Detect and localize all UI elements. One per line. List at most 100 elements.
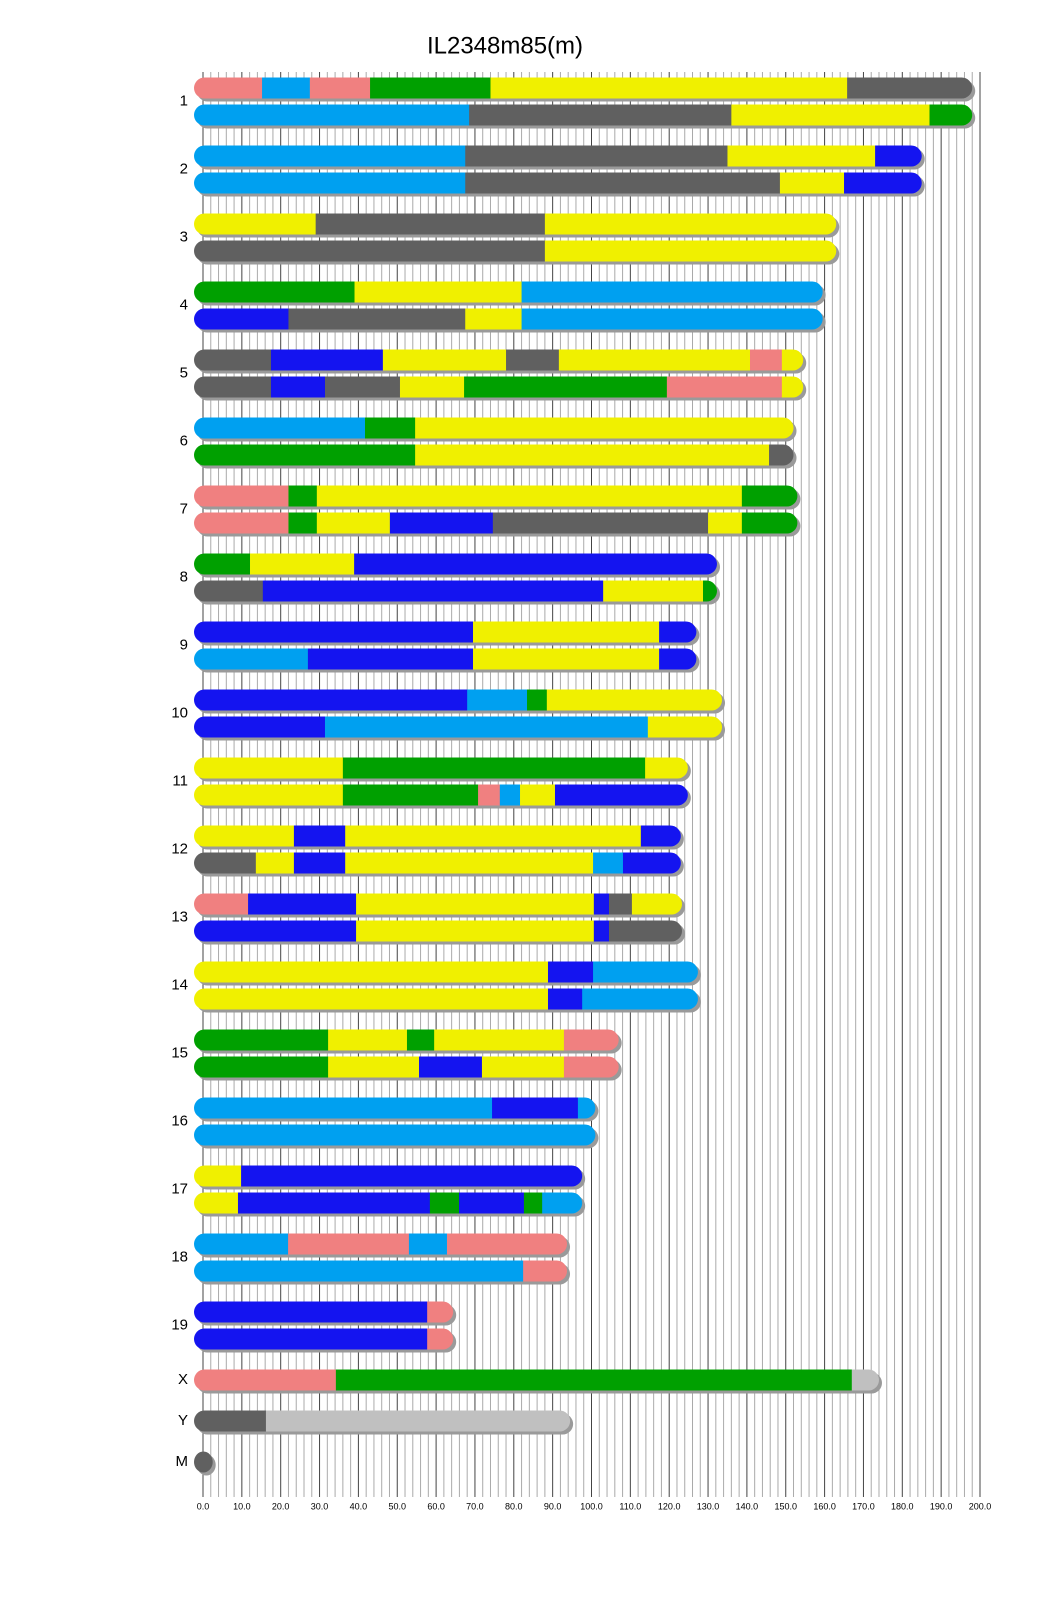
chromosome-label: 15 bbox=[171, 1044, 188, 1061]
x-tick-label: 0.0 bbox=[197, 1501, 210, 1511]
segment bbox=[194, 1260, 524, 1282]
segment bbox=[666, 376, 783, 398]
segment bbox=[478, 784, 501, 806]
segment bbox=[194, 308, 289, 330]
segment bbox=[194, 213, 317, 235]
segment bbox=[459, 1192, 525, 1214]
chart-title: IL2348m85(m) bbox=[427, 32, 583, 59]
haplotype bbox=[194, 648, 697, 670]
segment bbox=[365, 417, 416, 439]
segment bbox=[194, 893, 249, 915]
haplotype bbox=[194, 1410, 571, 1432]
segment bbox=[434, 1029, 565, 1051]
segment bbox=[354, 553, 717, 575]
segment bbox=[370, 77, 491, 99]
segment bbox=[194, 580, 264, 602]
segment bbox=[659, 621, 697, 643]
segment bbox=[492, 1097, 579, 1119]
haplotype bbox=[194, 1165, 583, 1187]
x-tick-label: 170.0 bbox=[852, 1501, 875, 1511]
x-tick-label: 150.0 bbox=[774, 1501, 797, 1511]
segment bbox=[408, 1233, 448, 1255]
segment bbox=[194, 1369, 337, 1391]
haplotype bbox=[194, 1328, 454, 1350]
x-tick-label: 80.0 bbox=[505, 1501, 523, 1511]
segment bbox=[708, 512, 743, 534]
segment bbox=[608, 893, 633, 915]
segment bbox=[194, 376, 272, 398]
segment bbox=[467, 689, 528, 711]
haplotype bbox=[194, 1301, 454, 1323]
segment bbox=[250, 553, 355, 575]
haplotype bbox=[194, 444, 794, 466]
segment bbox=[293, 825, 346, 847]
segment bbox=[241, 1165, 583, 1187]
haplotype bbox=[194, 1029, 619, 1051]
segment bbox=[194, 349, 272, 371]
x-tick-label: 90.0 bbox=[544, 1501, 562, 1511]
chromosome-label: 16 bbox=[171, 1112, 188, 1129]
segment bbox=[194, 1301, 428, 1323]
segment bbox=[194, 281, 356, 303]
segment bbox=[270, 349, 384, 371]
segment bbox=[429, 1192, 460, 1214]
segment bbox=[469, 104, 732, 126]
haplotype bbox=[194, 852, 681, 874]
chromosome-label: 9 bbox=[180, 636, 188, 653]
segment bbox=[769, 444, 794, 466]
segment bbox=[554, 784, 688, 806]
chromosome-label: 18 bbox=[171, 1248, 188, 1265]
segment bbox=[194, 1451, 213, 1473]
segment bbox=[546, 689, 723, 711]
segment bbox=[465, 172, 781, 194]
x-tick-label: 100.0 bbox=[580, 1501, 603, 1511]
segment bbox=[851, 1369, 879, 1391]
segment bbox=[593, 852, 624, 874]
segment bbox=[194, 648, 309, 670]
segment bbox=[194, 825, 295, 847]
segment bbox=[473, 621, 660, 643]
segment bbox=[446, 1233, 568, 1255]
segment bbox=[288, 485, 318, 507]
segment bbox=[194, 689, 468, 711]
chromosome-label: 4 bbox=[180, 296, 188, 313]
haplotype bbox=[194, 349, 804, 371]
segment bbox=[875, 145, 922, 167]
segment bbox=[194, 784, 344, 806]
x-tick-label: 120.0 bbox=[658, 1501, 681, 1511]
x-tick-label: 60.0 bbox=[427, 1501, 445, 1511]
segment bbox=[847, 77, 973, 99]
segment bbox=[464, 376, 668, 398]
segment bbox=[750, 349, 783, 371]
segment bbox=[645, 757, 688, 779]
haplotype bbox=[194, 757, 688, 779]
segment bbox=[194, 1192, 239, 1214]
segment bbox=[270, 376, 326, 398]
haplotype bbox=[194, 580, 717, 602]
x-tick-label: 180.0 bbox=[891, 1501, 914, 1511]
segment bbox=[293, 852, 346, 874]
haplotype bbox=[194, 512, 798, 534]
segment bbox=[194, 104, 470, 126]
segment bbox=[194, 485, 289, 507]
segment bbox=[335, 1369, 853, 1391]
segment bbox=[608, 920, 683, 942]
segment bbox=[659, 648, 697, 670]
segment bbox=[248, 893, 357, 915]
x-tick-label: 20.0 bbox=[272, 1501, 290, 1511]
chromosome-label: 13 bbox=[171, 908, 188, 925]
chromosome-label: 7 bbox=[180, 500, 188, 517]
chromosome-label: 8 bbox=[180, 568, 188, 585]
chromosome-label: 10 bbox=[171, 704, 188, 721]
segment bbox=[194, 240, 546, 262]
x-tick-label: 140.0 bbox=[736, 1501, 759, 1511]
x-tick-label: 70.0 bbox=[466, 1501, 484, 1511]
segment bbox=[345, 825, 642, 847]
segment bbox=[309, 77, 371, 99]
haplotype bbox=[194, 1260, 568, 1282]
x-tick-label: 30.0 bbox=[311, 1501, 329, 1511]
haplotype bbox=[194, 417, 794, 439]
segment bbox=[194, 1410, 267, 1432]
segment bbox=[577, 1097, 596, 1119]
segment bbox=[544, 240, 837, 262]
